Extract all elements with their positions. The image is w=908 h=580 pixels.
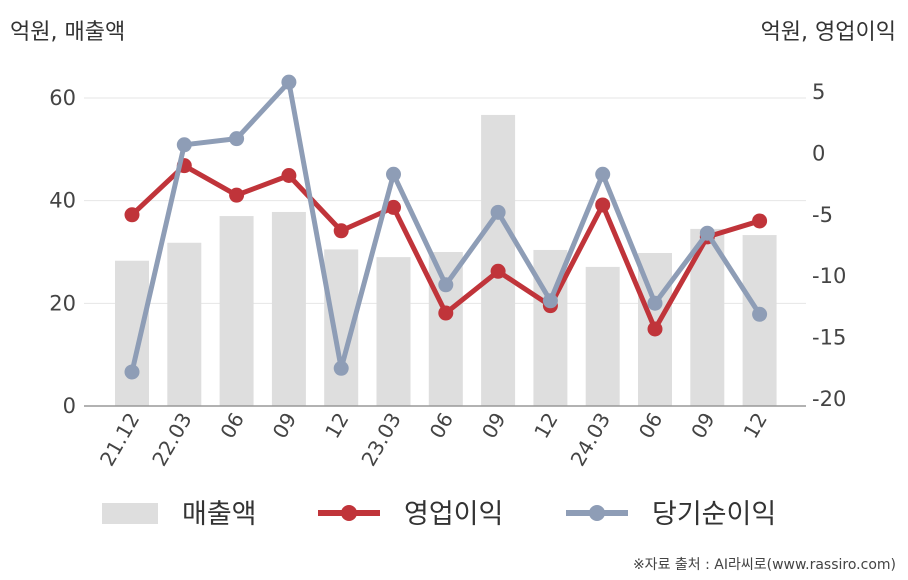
data-point	[595, 197, 611, 213]
data-point	[124, 207, 140, 223]
data-point	[386, 166, 401, 182]
x-tick-label: 06	[425, 409, 459, 443]
data-point	[386, 199, 401, 215]
right-tick-label: -20	[812, 387, 846, 411]
data-point	[229, 131, 245, 147]
x-tick-label: 22.03	[147, 409, 196, 471]
data-point	[542, 293, 558, 309]
legend-label: 당기순이익	[652, 499, 776, 530]
x-tick-label: 06	[634, 409, 668, 443]
data-point	[752, 213, 768, 229]
legend-swatch-bar	[102, 503, 158, 524]
source-note: ※자료 출처 : AI라씨로(www.rassiro.com)	[632, 557, 896, 573]
x-tick-label: 12	[738, 409, 772, 443]
bar-06	[428, 252, 463, 406]
data-point	[333, 360, 349, 376]
data-point	[438, 305, 454, 321]
data-point	[438, 277, 454, 293]
x-tick-label: 09	[477, 408, 511, 442]
data-point	[124, 364, 140, 380]
right-tick-label: 5	[812, 80, 825, 104]
data-point	[647, 321, 663, 337]
legend-label: 매출액	[182, 499, 257, 530]
x-tick-label: 09	[686, 409, 720, 443]
legend-label: 영업이익	[404, 499, 503, 530]
right-tick-label: -15	[812, 326, 846, 350]
data-point	[281, 74, 297, 90]
bar-22.03	[167, 242, 202, 406]
data-point	[176, 137, 192, 153]
bar-09	[481, 114, 516, 406]
x-tick-label: 23.03	[356, 409, 405, 471]
left-tick-label: 40	[49, 189, 76, 213]
data-point	[752, 306, 768, 322]
bar-06	[219, 216, 254, 406]
data-point	[699, 225, 715, 241]
right-axis-unit: 억원, 영업이익	[760, 20, 896, 45]
data-point	[229, 187, 245, 203]
data-point	[490, 204, 506, 220]
bar-24.03	[585, 266, 620, 406]
data-point	[647, 295, 663, 311]
data-point	[333, 223, 349, 239]
left-tick-label: 60	[49, 86, 76, 110]
x-tick-label: 12	[529, 409, 563, 443]
x-tick-label: 12	[320, 409, 354, 443]
x-tick-label: 09	[268, 409, 302, 443]
left-tick-label: 20	[49, 291, 76, 315]
data-point	[281, 168, 297, 184]
right-tick-label: -5	[812, 203, 833, 227]
x-tick-label: 21.12	[95, 409, 144, 471]
bar-23.03	[376, 257, 411, 406]
right-tick-label: 0	[812, 141, 825, 165]
legend-swatch-marker	[589, 505, 605, 521]
right-tick-label: -10	[812, 264, 846, 288]
x-tick-label: 06	[215, 409, 249, 443]
data-point	[595, 166, 611, 182]
bar-21.12	[115, 260, 149, 406]
legend-swatch-marker	[341, 505, 357, 521]
left-axis-unit: 억원, 매출액	[10, 20, 126, 45]
x-tick-label: 24.03	[566, 409, 615, 471]
data-point	[490, 263, 506, 279]
left-tick-label: 0	[63, 394, 76, 418]
bar-09	[271, 211, 306, 406]
